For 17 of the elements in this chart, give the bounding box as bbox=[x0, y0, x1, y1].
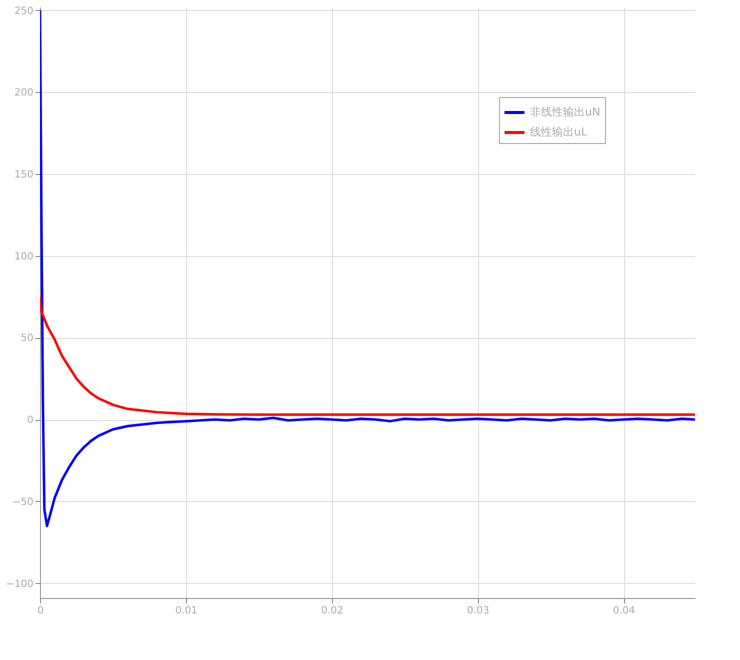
y-tick-label: 100 bbox=[14, 251, 34, 262]
y-tick-label: 150 bbox=[14, 169, 34, 180]
x-tick-label: 0.04 bbox=[612, 606, 636, 616]
y-tick-label: 200 bbox=[14, 88, 34, 99]
y-tick-label: −50 bbox=[12, 496, 34, 508]
y-tick-label: −100 bbox=[6, 578, 34, 590]
y-tick-label: 50 bbox=[20, 333, 34, 344]
line-series bbox=[40, 9, 695, 528]
x-tick-label: 0 bbox=[37, 606, 44, 616]
x-tick-label: 0.01 bbox=[175, 606, 198, 616]
x-tick-label: 0.03 bbox=[467, 606, 490, 616]
y-tick-label: 0 bbox=[27, 415, 34, 426]
legend-label: 非线性输出uN bbox=[530, 106, 600, 118]
y-tick-label: 250 bbox=[14, 6, 34, 17]
x-tick-label: 0.02 bbox=[321, 606, 344, 616]
legend-label: 线性输出uL bbox=[530, 126, 588, 138]
line-series bbox=[40, 296, 695, 416]
